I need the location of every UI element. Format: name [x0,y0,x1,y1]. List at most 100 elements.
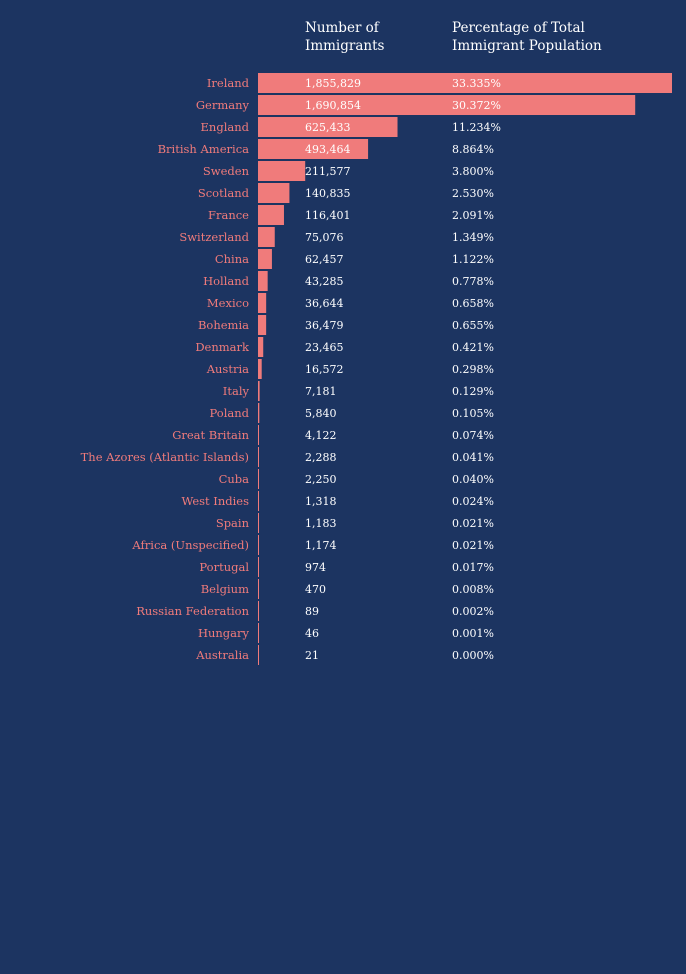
country-label-italy: Italy [223,384,250,398]
percent-label-china: 1.122% [452,253,494,266]
count-label-belgium: 470 [305,583,326,596]
percent-label-great-britain: 0.074% [452,429,494,442]
count-label-portugal: 974 [305,561,326,574]
percent-label-russian-federation: 0.002% [452,605,494,618]
count-label-switzerland: 75,076 [305,231,344,244]
percent-label-scotland: 2.530% [452,187,494,200]
bar-england [258,117,398,137]
bar-italy [258,381,260,401]
bar-switzerland [258,227,275,247]
count-label-cuba: 2,250 [305,473,337,486]
count-label-italy: 7,181 [305,385,337,398]
country-label-belgium: Belgium [201,582,249,596]
country-label-sweden: Sweden [203,164,250,178]
count-label-russian-federation: 89 [305,605,319,618]
count-label-australia: 21 [305,649,319,662]
bar-cuba [258,469,259,489]
percent-label-west-indies: 0.024% [452,495,494,508]
country-label-england: England [201,120,250,134]
bar-holland [258,271,268,291]
header-number-of-immigrants: Number of Immigrants [305,20,385,54]
count-label-ireland: 1,855,829 [305,77,361,90]
percent-label-italy: 0.129% [452,385,494,398]
country-label-austria: Austria [206,362,249,376]
country-label-the-azores-atlantic-islands: The Azores (Atlantic Islands) [81,450,249,464]
bar-west-indies [258,491,259,511]
country-label-great-britain: Great Britain [172,428,249,442]
count-label-africa-unspecified: 1,174 [305,539,337,552]
country-label-mexico: Mexico [207,296,249,310]
country-label-ireland: Ireland [207,76,250,90]
percent-label-the-azores-atlantic-islands: 0.041% [452,451,494,464]
count-label-denmark: 23,465 [305,341,344,354]
percent-label-austria: 0.298% [452,363,494,376]
country-label-spain: Spain [216,516,250,530]
percent-label-british-america: 8.864% [452,143,494,156]
bar-bohemia [258,315,267,335]
percent-label-belgium: 0.008% [452,583,494,596]
percent-label-hungary: 0.001% [452,627,494,640]
count-label-poland: 5,840 [305,407,337,420]
count-label-scotland: 140,835 [305,187,351,200]
bar-denmark [258,337,264,357]
bar-belgium [258,579,259,599]
count-label-austria: 16,572 [305,363,344,376]
bar-france [258,205,284,225]
count-label-bohemia: 36,479 [305,319,344,332]
percent-label-denmark: 0.421% [452,341,494,354]
bar-austria [258,359,262,379]
bar-poland [258,403,260,423]
count-label-england: 625,433 [305,121,351,134]
count-label-spain: 1,183 [305,517,337,530]
count-label-holland: 43,285 [305,275,344,288]
country-label-denmark: Denmark [195,340,250,354]
country-label-british-america: British America [158,142,250,156]
country-label-switzerland: Switzerland [179,230,249,244]
bar-spain [258,513,259,533]
count-label-hungary: 46 [305,627,319,640]
bar-mexico [258,293,267,313]
percent-label-holland: 0.778% [452,275,494,288]
country-label-australia: Australia [195,648,249,662]
percent-label-germany: 30.372% [452,99,501,112]
country-label-china: China [215,252,249,266]
header-percentage-of-total: Percentage of Total Immigrant Population [452,20,602,54]
percent-label-switzerland: 1.349% [452,231,494,244]
bar-germany [258,95,636,115]
count-label-china: 62,457 [305,253,344,266]
bar-great-britain [258,425,259,445]
country-label-scotland: Scotland [198,186,250,200]
percent-label-poland: 0.105% [452,407,494,420]
count-label-mexico: 36,644 [305,297,344,310]
percent-label-england: 11.234% [452,121,501,134]
percent-label-australia: 0.000% [452,649,494,662]
country-label-portugal: Portugal [199,560,249,574]
bar-scotland [258,183,290,203]
bar-sweden [258,161,306,181]
count-label-great-britain: 4,122 [305,429,337,442]
bar-the-azores-atlantic-islands [258,447,259,467]
country-label-hungary: Hungary [198,626,250,640]
country-label-west-indies: West Indies [181,494,249,508]
percent-label-portugal: 0.017% [452,561,494,574]
percent-label-france: 2.091% [452,209,494,222]
country-label-africa-unspecified: Africa (Unspecified) [131,538,249,552]
percent-label-sweden: 3.800% [452,165,494,178]
count-label-sweden: 211,577 [305,165,351,178]
percent-label-bohemia: 0.655% [452,319,494,332]
bar-australia [258,645,259,665]
country-label-russian-federation: Russian Federation [136,604,249,618]
bar-portugal [258,557,259,577]
bar-hungary [258,623,259,643]
country-label-germany: Germany [196,98,250,112]
country-label-holland: Holland [203,274,250,288]
percent-label-africa-unspecified: 0.021% [452,539,494,552]
country-label-bohemia: Bohemia [198,318,249,332]
percent-label-spain: 0.021% [452,517,494,530]
country-label-cuba: Cuba [219,472,250,486]
percent-label-cuba: 0.040% [452,473,494,486]
bar-africa-unspecified [258,535,259,555]
count-label-west-indies: 1,318 [305,495,337,508]
